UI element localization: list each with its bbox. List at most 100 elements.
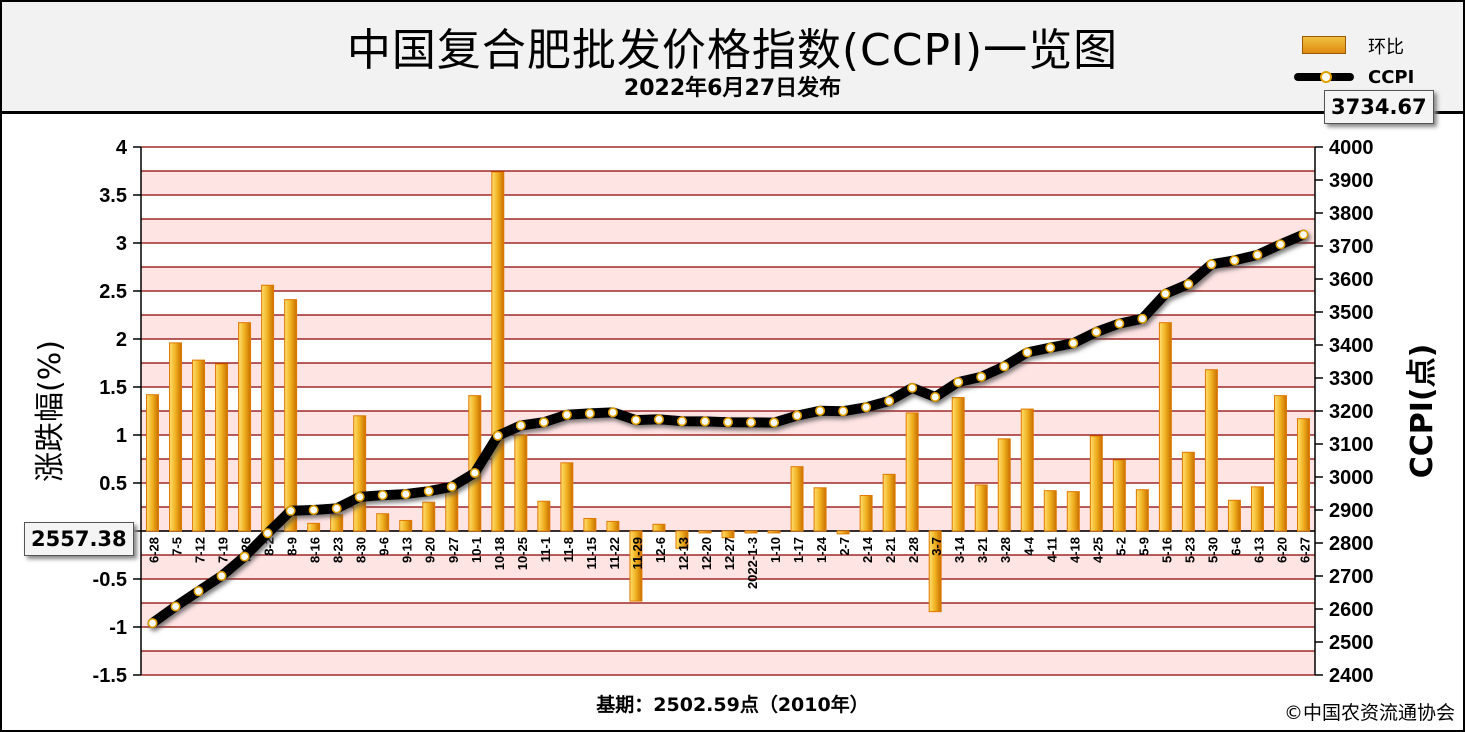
chart-title: 中国复合肥批发价格指数(CCPI)一览图	[346, 25, 1119, 76]
category-label: 4-11	[1044, 537, 1059, 562]
ccpi-point	[907, 382, 918, 393]
bar	[721, 530, 735, 539]
ccpi-point	[676, 416, 687, 427]
category-label: 11-22	[607, 537, 622, 570]
bar	[951, 397, 965, 532]
ccpi-point	[377, 490, 388, 501]
right-tick-label: 3000	[1329, 467, 1374, 489]
plot-band	[141, 267, 1315, 291]
category-label: 6-13	[1251, 537, 1266, 563]
ccpi-point	[1252, 249, 1263, 260]
category-label: 11-1	[538, 537, 553, 562]
left-axis-title: 涨跌幅(%)	[33, 340, 68, 482]
category-label: 11-29	[630, 537, 645, 570]
left-tick-label: 1	[116, 425, 127, 447]
left-tick-label: 3	[116, 233, 127, 255]
copyright-note: ©中国农资流通协会	[1283, 702, 1455, 724]
ccpi-point	[308, 505, 319, 516]
bar	[790, 466, 804, 532]
bar	[215, 363, 229, 532]
category-label: 6-6	[1228, 537, 1243, 556]
ccpi-point	[1206, 259, 1217, 270]
bar	[652, 523, 666, 532]
plot-band	[141, 555, 1315, 579]
bar	[491, 171, 505, 532]
category-label: 8-30	[354, 537, 369, 563]
category-label: 10-1	[469, 537, 484, 563]
bar	[1250, 486, 1264, 532]
category-label: 5-16	[1159, 537, 1174, 563]
ccpi-point	[976, 371, 987, 382]
ccpi-point	[1183, 279, 1194, 290]
plot-svg: 43.532.521.510.50-0.5-1-1.54000390038003…	[33, 137, 1440, 687]
bar	[284, 299, 298, 532]
ccpi-point	[1137, 313, 1148, 324]
category-label: 2-21	[883, 537, 898, 563]
left-tick-label: 0.5	[99, 473, 127, 495]
category-label: 5-2	[1113, 537, 1128, 556]
category-label: 3-28	[998, 537, 1013, 563]
category-label: 9-27	[446, 537, 461, 563]
legend-dot-marker	[1320, 71, 1332, 83]
ccpi-point	[469, 467, 480, 478]
base-period-note: 基期：2502.59点（2010年）	[596, 694, 869, 716]
bar	[1135, 489, 1149, 532]
bar	[974, 484, 988, 532]
bar	[583, 518, 597, 532]
plot-band	[141, 171, 1315, 195]
bar	[1089, 435, 1103, 532]
category-label: 3-7	[929, 537, 944, 556]
category-label: 5-30	[1205, 537, 1220, 563]
category-label: 11-15	[584, 537, 599, 570]
header: 中国复合肥批发价格指数(CCPI)一览图 2022年6月27日发布 环比 CCP…	[2, 2, 1463, 114]
right-tick-label: 3600	[1329, 269, 1374, 291]
bar	[238, 322, 252, 532]
ccpi-point	[515, 420, 526, 431]
ccpi-point	[861, 402, 872, 413]
ccpi-point	[838, 406, 849, 417]
chart-subtitle: 2022年6月27日发布	[623, 76, 842, 101]
ccpi-point	[1045, 342, 1056, 353]
start-value-callout: 2557.38	[24, 522, 134, 556]
bar	[1066, 491, 1080, 532]
bar	[376, 513, 390, 532]
right-tick-label: 3200	[1329, 401, 1374, 423]
right-tick-label: 3800	[1329, 203, 1374, 225]
category-label: 4-25	[1090, 537, 1105, 563]
bar	[836, 530, 850, 535]
right-tick-label: 3900	[1329, 170, 1374, 192]
category-label: 7-5	[170, 537, 185, 556]
ccpi-point	[561, 409, 572, 420]
category-label: 5-23	[1182, 537, 1197, 563]
category-label: 7-12	[193, 537, 208, 563]
category-label: 6-20	[1274, 537, 1289, 563]
ccpi-point	[1068, 338, 1079, 349]
ccpi-point	[884, 396, 895, 407]
ccpi-point	[1298, 229, 1309, 240]
category-label: 8-9	[285, 537, 300, 556]
bar	[1158, 322, 1172, 532]
category-label: 4-18	[1067, 537, 1082, 563]
category-label: 1-17	[791, 537, 806, 563]
category-label: 6-27	[1297, 537, 1312, 563]
bar	[1112, 459, 1126, 532]
ccpi-point	[630, 415, 641, 426]
left-tick-label: -1	[109, 617, 127, 639]
category-label: 1-24	[814, 536, 829, 563]
ccpi-point	[262, 528, 273, 539]
category-label: 4-4	[1021, 536, 1036, 556]
category-label: 3-14	[952, 536, 967, 563]
category-label: 8-16	[308, 537, 323, 563]
right-tick-label: 2400	[1329, 665, 1374, 687]
ccpi-point	[1229, 255, 1240, 266]
category-label: 2-7	[837, 537, 852, 556]
ccpi-point	[1091, 327, 1102, 338]
ccpi-point	[607, 407, 618, 418]
right-tick-label: 4000	[1329, 137, 1374, 159]
bar	[997, 438, 1011, 532]
right-tick-label: 2500	[1329, 632, 1374, 654]
ccpi-point	[354, 491, 365, 502]
category-label: 9-13	[400, 537, 415, 563]
ccpi-point	[1160, 288, 1171, 299]
